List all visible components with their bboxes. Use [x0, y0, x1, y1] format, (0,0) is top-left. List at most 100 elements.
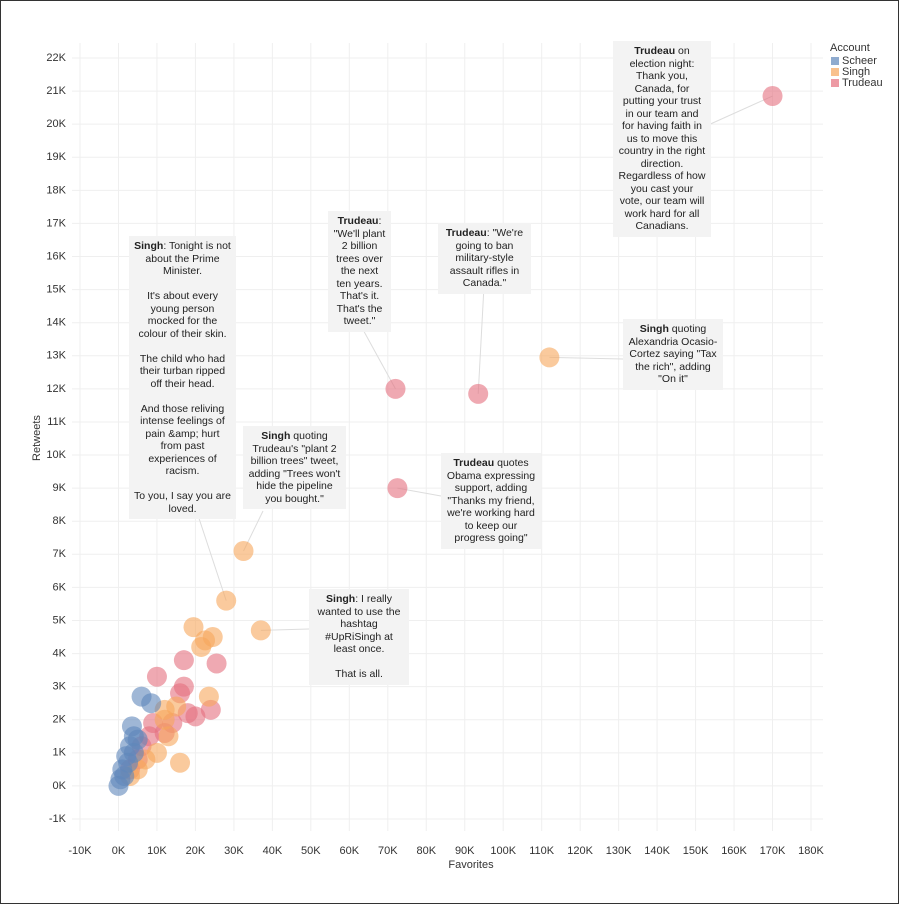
x-axis-label: Favorites — [448, 859, 494, 871]
x-tick-label: 50K — [301, 845, 321, 857]
x-tick-label: 90K — [455, 845, 475, 857]
y-tick-label: 16K — [46, 250, 66, 262]
point — [121, 716, 142, 737]
x-tick-label: 70K — [378, 845, 398, 857]
annotation-text: : I really wanted to use the hashtag #Up… — [317, 593, 401, 680]
legend-label: Scheer — [842, 55, 877, 67]
x-tick-label: 150K — [683, 845, 709, 857]
legend-swatch — [831, 68, 839, 76]
y-tick-label: 1K — [53, 747, 67, 759]
annotation: Trudeau on election night: Thank you, Ca… — [613, 41, 711, 237]
annotation-name: Singh — [261, 430, 291, 442]
x-tick-label: 0K — [112, 845, 126, 857]
point — [233, 540, 254, 561]
y-tick-label: 9K — [53, 482, 67, 494]
y-tick-label: 0K — [53, 780, 67, 792]
annotation-name: Singh — [134, 240, 164, 252]
y-tick-label: 17K — [46, 217, 66, 229]
x-tick-label: -10K — [68, 845, 92, 857]
x-tick-label: 170K — [760, 845, 786, 857]
x-tick-label: 10K — [147, 845, 167, 857]
point — [468, 383, 489, 404]
point — [141, 693, 162, 714]
y-tick-label: 14K — [46, 317, 66, 329]
y-tick-label: 19K — [46, 151, 66, 163]
annotation-text: : "We're going to ban military-style ass… — [449, 227, 524, 289]
point — [198, 686, 219, 707]
annotation-text: quotes Obama expressing support, adding … — [446, 457, 536, 544]
point — [191, 636, 212, 657]
y-tick-label: 18K — [46, 184, 66, 196]
x-tick-label: 100K — [490, 845, 516, 857]
annotation: Singh quoting Alexandria Ocasio-Cortez s… — [623, 319, 723, 390]
y-tick-label: 10K — [46, 449, 66, 461]
y-axis-label: Retweets — [31, 415, 43, 461]
x-tick-label: 120K — [567, 845, 593, 857]
annotation-text: quoting Alexandria Ocasio-Cortez saying … — [628, 323, 718, 385]
annotation-text: quoting Trudeau's "plant 2 billion trees… — [248, 430, 341, 505]
x-tick-label: 40K — [263, 845, 283, 857]
point — [183, 617, 204, 638]
leader-line — [477, 285, 485, 394]
point — [206, 653, 227, 674]
x-tick-label: 60K — [340, 845, 360, 857]
point — [146, 666, 167, 687]
annotation: Trudeau: "We're going to ban military-st… — [438, 223, 531, 294]
point — [387, 478, 408, 499]
point — [158, 726, 179, 747]
y-tick-label: -1K — [49, 813, 67, 825]
annotation-name: Trudeau — [634, 45, 676, 57]
y-tick-label: 22K — [46, 52, 66, 64]
annotation: Trudeau quotes Obama expressing support,… — [441, 453, 541, 549]
annotation: Trudeau: "We'll plant 2 billion trees ov… — [328, 211, 391, 332]
x-tick-label: 160K — [721, 845, 747, 857]
x-tick-label: 180K — [798, 845, 824, 857]
y-tick-label: 21K — [46, 85, 66, 97]
y-tick-label: 4K — [53, 647, 67, 659]
annotation-name: Singh — [639, 323, 669, 335]
y-tick-label: 20K — [46, 118, 66, 130]
point — [539, 347, 560, 368]
legend-label: Singh — [842, 66, 870, 78]
x-tick-label: 110K — [529, 845, 555, 857]
y-tick-label: 15K — [46, 284, 66, 296]
y-tick-label: 2K — [53, 714, 67, 726]
y-tick-label: 11K — [47, 416, 66, 428]
y-tick-label: 13K — [46, 350, 66, 362]
annotation-text: : Tonight is not about the Prime Ministe… — [134, 240, 231, 515]
x-tick-label: 20K — [186, 845, 206, 857]
x-tick-label: 30K — [224, 845, 244, 857]
y-tick-label: 8K — [53, 515, 67, 527]
y-tick-label: 6K — [53, 581, 67, 593]
legend-swatch — [831, 79, 839, 87]
point — [762, 86, 783, 107]
y-tick-label: 12K — [46, 383, 66, 395]
point — [216, 590, 237, 611]
point — [173, 650, 194, 671]
point — [385, 378, 406, 399]
y-tick-label: 3K — [53, 681, 67, 693]
leader-line — [549, 356, 624, 360]
annotation-name: Singh — [326, 593, 356, 605]
x-tick-label: 140K — [644, 845, 670, 857]
annotation-text: on election night: Thank you, Canada, fo… — [618, 45, 706, 232]
annotation: Singh: Tonight is not about the Prime Mi… — [129, 236, 236, 519]
annotation: Singh quoting Trudeau's "plant 2 billion… — [243, 426, 346, 509]
legend-title: Account — [830, 42, 870, 54]
x-tick-label: 130K — [606, 845, 632, 857]
point — [250, 620, 271, 641]
y-tick-label: 7K — [53, 548, 67, 560]
y-tick-label: 5K — [53, 614, 67, 626]
annotation-name: Trudeau — [445, 227, 487, 239]
annotation: Singh: I really wanted to use the hashta… — [309, 589, 409, 685]
annotation-name: Trudeau — [337, 215, 379, 227]
legend-label: Trudeau — [842, 77, 883, 89]
x-tick-label: 80K — [416, 845, 436, 857]
annotation-name: Trudeau — [453, 457, 495, 469]
annotation-text: : "We'll plant 2 billion trees over the … — [333, 215, 386, 327]
point — [170, 752, 191, 773]
leader-line — [360, 325, 396, 390]
legend-swatch — [831, 57, 839, 65]
point — [114, 765, 135, 786]
